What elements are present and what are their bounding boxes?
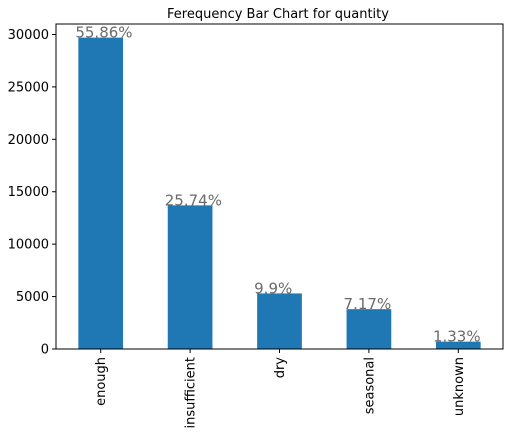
bar-enough: [78, 37, 124, 350]
x-tick-label: unknown: [452, 357, 467, 416]
axes-frame: [55, 23, 504, 350]
y-tick-label: 25000: [8, 80, 49, 95]
data-label: 25.74%: [165, 191, 222, 209]
y-tick-label: 15000: [8, 185, 49, 200]
bar-dry: [257, 293, 302, 349]
y-tick-label: 20000: [8, 133, 49, 148]
data-label: 7.17%: [344, 295, 392, 313]
y-tick-label: 0: [41, 343, 49, 358]
data-label: 1.33%: [433, 328, 481, 346]
y-tick-label: 30000: [8, 28, 49, 43]
x-tick-label: enough: [94, 357, 109, 406]
bar-unknown: [435, 341, 481, 349]
y-tick-label: 5000: [16, 290, 49, 305]
y-tick-label: 10000: [8, 238, 49, 253]
plot-area: 0 5000 10000 15000 20000 25000 30000 enough 55.8…: [8, 23, 504, 429]
x-tick-label: insufficient: [184, 357, 199, 429]
bar-insufficient: [167, 205, 213, 349]
chart-title: Ferequency Bar Chart for quantity: [167, 7, 389, 22]
bar-seasonal: [346, 309, 392, 349]
data-label: 55.86%: [75, 24, 132, 42]
x-tick-label: seasonal: [362, 357, 377, 414]
x-tick-label: dry: [273, 357, 288, 379]
data-label: 9.9%: [254, 279, 292, 297]
